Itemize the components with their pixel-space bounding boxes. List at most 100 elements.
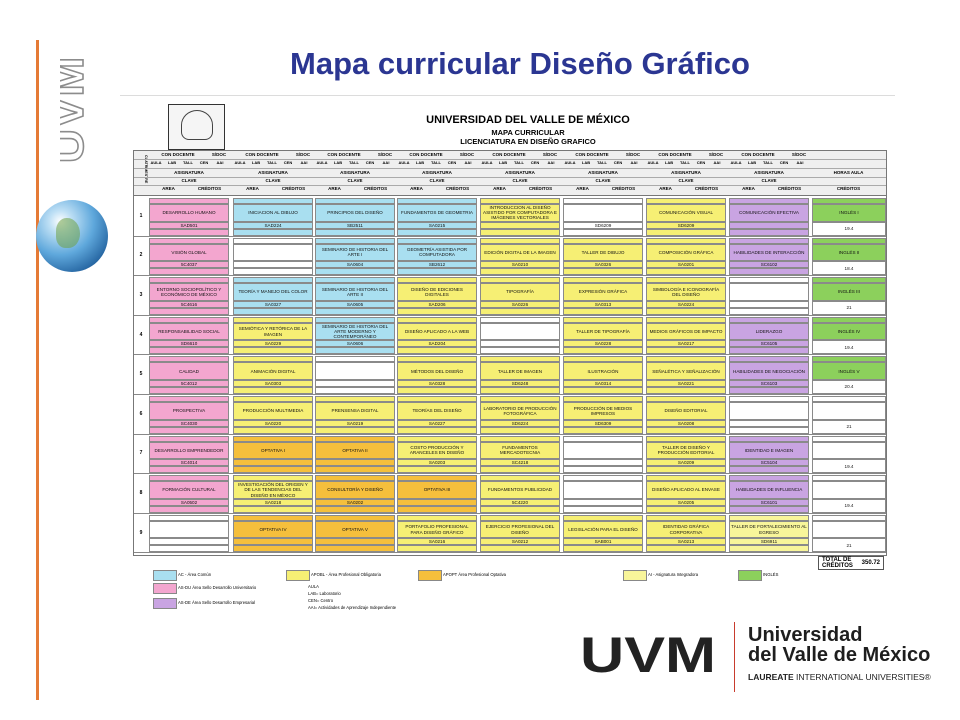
course-hours-strip bbox=[729, 396, 809, 402]
header-semester: CUATRIMESTRE bbox=[144, 155, 148, 184]
course-cell bbox=[563, 441, 643, 460]
legend-label: AS-DU Área Sello Desarrollo Universitari… bbox=[178, 585, 257, 590]
header-creditos: CRÉDITOS bbox=[445, 186, 470, 191]
document-university: UNIVERSIDAD DEL VALLE DE MÉXICO bbox=[426, 114, 630, 126]
course-cell: EJERCICIO PROFESIONAL DEL DISEÑO bbox=[480, 520, 560, 539]
accent-vertical-rule bbox=[36, 40, 39, 700]
course-cell: INGLÉS III bbox=[812, 283, 886, 301]
course-cell: MÉTODOS DEL DISEÑO bbox=[397, 362, 477, 380]
header-area: AREA bbox=[742, 186, 755, 191]
header-sub: LAB bbox=[581, 160, 591, 165]
course-area-strip bbox=[233, 387, 313, 394]
course-cell: INICIACION AL DIBUJO bbox=[233, 204, 313, 222]
document-subtitle: MAPA CURRICULAR bbox=[491, 128, 565, 137]
header-clave: CLAVE bbox=[429, 178, 445, 183]
course-hours-strip bbox=[646, 396, 726, 402]
course-hours-strip bbox=[480, 198, 560, 204]
course-hours-strip bbox=[397, 435, 477, 442]
uvm-logo-text: UVM bbox=[580, 630, 716, 678]
course-cell: TALLER DE DIBUJO bbox=[563, 243, 643, 262]
course-code: SA0219 bbox=[315, 419, 395, 427]
legend-swatch bbox=[153, 570, 177, 581]
course-cell: IDENTIDAD GRÁFICA CORPORATIVA bbox=[646, 520, 726, 539]
header-sub: AAI bbox=[464, 160, 472, 165]
laureate-reg: ® bbox=[924, 672, 931, 682]
course-cell: INGLÉS IV bbox=[812, 322, 886, 341]
course-cell: SEMIÓTICA Y RETÓRICA DE LA IMAGEN bbox=[233, 322, 313, 341]
course-area-strip bbox=[729, 307, 809, 315]
course-hours-strip bbox=[729, 198, 809, 204]
legend-swatch bbox=[286, 570, 310, 581]
course-area-strip bbox=[563, 307, 643, 315]
header-sub: CEN bbox=[696, 160, 706, 165]
course-code bbox=[480, 221, 560, 229]
header-area: AREA bbox=[246, 186, 259, 191]
course-code: 5C4220 bbox=[480, 498, 560, 506]
legend-label: APOPT Área Profesional Optativa bbox=[443, 572, 506, 577]
course-cell: SEMINARIO DE HISTORIA DEL ARTE II bbox=[315, 283, 395, 301]
course-code: SA0326 bbox=[563, 261, 643, 269]
course-code bbox=[315, 459, 395, 467]
course-area-strip bbox=[149, 426, 229, 434]
header-sub: CEN bbox=[199, 160, 209, 165]
uvm-side-text: UVM bbox=[60, 57, 94, 164]
course-area-strip bbox=[729, 347, 809, 355]
course-hours-strip bbox=[149, 396, 229, 402]
course-code: SC6101 bbox=[729, 498, 809, 506]
course-area-strip bbox=[397, 307, 477, 315]
header-asignatura: ASIGNATURA bbox=[258, 170, 288, 175]
legend-label: AS-DE Área Sello Desarrollo Empresarial bbox=[178, 600, 256, 605]
semester-number: 7 bbox=[139, 450, 143, 457]
course-hours-strip bbox=[233, 316, 313, 323]
course-area-strip bbox=[646, 268, 726, 276]
course-area-strip bbox=[480, 228, 560, 236]
header-asignatura: ASIGNATURA bbox=[671, 170, 701, 175]
course-hours-strip bbox=[729, 514, 809, 521]
semester-divider bbox=[134, 473, 886, 475]
course-code: SAD204 bbox=[397, 340, 477, 348]
course-code: SA0212 bbox=[480, 538, 560, 546]
course-code: SB2612 bbox=[397, 261, 477, 269]
course-hours-strip bbox=[729, 237, 809, 244]
course-area-strip bbox=[646, 426, 726, 434]
course-code: SD6209 bbox=[563, 221, 643, 229]
course-code bbox=[315, 380, 395, 387]
course-area-strip bbox=[397, 268, 477, 276]
course-hours-strip bbox=[397, 237, 477, 244]
logo-line-universidad: Universidad bbox=[748, 624, 863, 646]
header-asignatura: ASIGNATURA bbox=[174, 170, 204, 175]
course-area-strip bbox=[315, 268, 395, 276]
header-creditos: CRÉDITOS bbox=[197, 186, 222, 191]
course-hours-strip bbox=[646, 316, 726, 323]
header-creditos: CRÉDITOS bbox=[281, 186, 306, 191]
header-creditos: CRÉDITOS bbox=[528, 186, 553, 191]
course-area-strip bbox=[646, 347, 726, 355]
course-area-strip bbox=[729, 387, 809, 394]
legend-swatch bbox=[153, 583, 177, 594]
course-cell: OPTATIVA V bbox=[315, 520, 395, 539]
course-cell: ANIMACIÓN DIGITAL bbox=[233, 362, 313, 380]
legend-label: AC - Área Común bbox=[178, 572, 212, 577]
course-area-strip bbox=[646, 545, 726, 553]
course-code: SA0604 bbox=[315, 261, 395, 269]
course-cell bbox=[729, 283, 809, 301]
course-cell: INGLÉS I bbox=[812, 204, 886, 222]
course-cell: RESPONSABILIDAD SOCIAL bbox=[149, 322, 229, 341]
legend-swatch bbox=[738, 570, 762, 581]
course-cell: ENTORNO SOCIOPOLÍTICO Y ECONÓMICO DE MÉX… bbox=[149, 283, 229, 301]
laureate-word: LAUREATE bbox=[748, 672, 794, 682]
header-sub: LAB bbox=[498, 160, 508, 165]
header-con-docente: CON DOCENTE bbox=[327, 152, 361, 157]
course-code: SA0210 bbox=[480, 261, 560, 269]
semester-divider bbox=[134, 512, 886, 514]
course-area-strip bbox=[397, 466, 477, 474]
course-code: SA0606 bbox=[315, 340, 395, 348]
course-hours-strip bbox=[397, 356, 477, 363]
course-hours-strip bbox=[233, 237, 313, 244]
course-area-strip bbox=[480, 466, 560, 474]
course-cell: PRENSENSA DIGITAL bbox=[315, 402, 395, 420]
course-cell: EXPRESIÓN GRÁFICA bbox=[563, 283, 643, 301]
header-sub: CEN bbox=[779, 160, 789, 165]
course-code bbox=[233, 538, 313, 546]
course-area-strip bbox=[149, 268, 229, 276]
